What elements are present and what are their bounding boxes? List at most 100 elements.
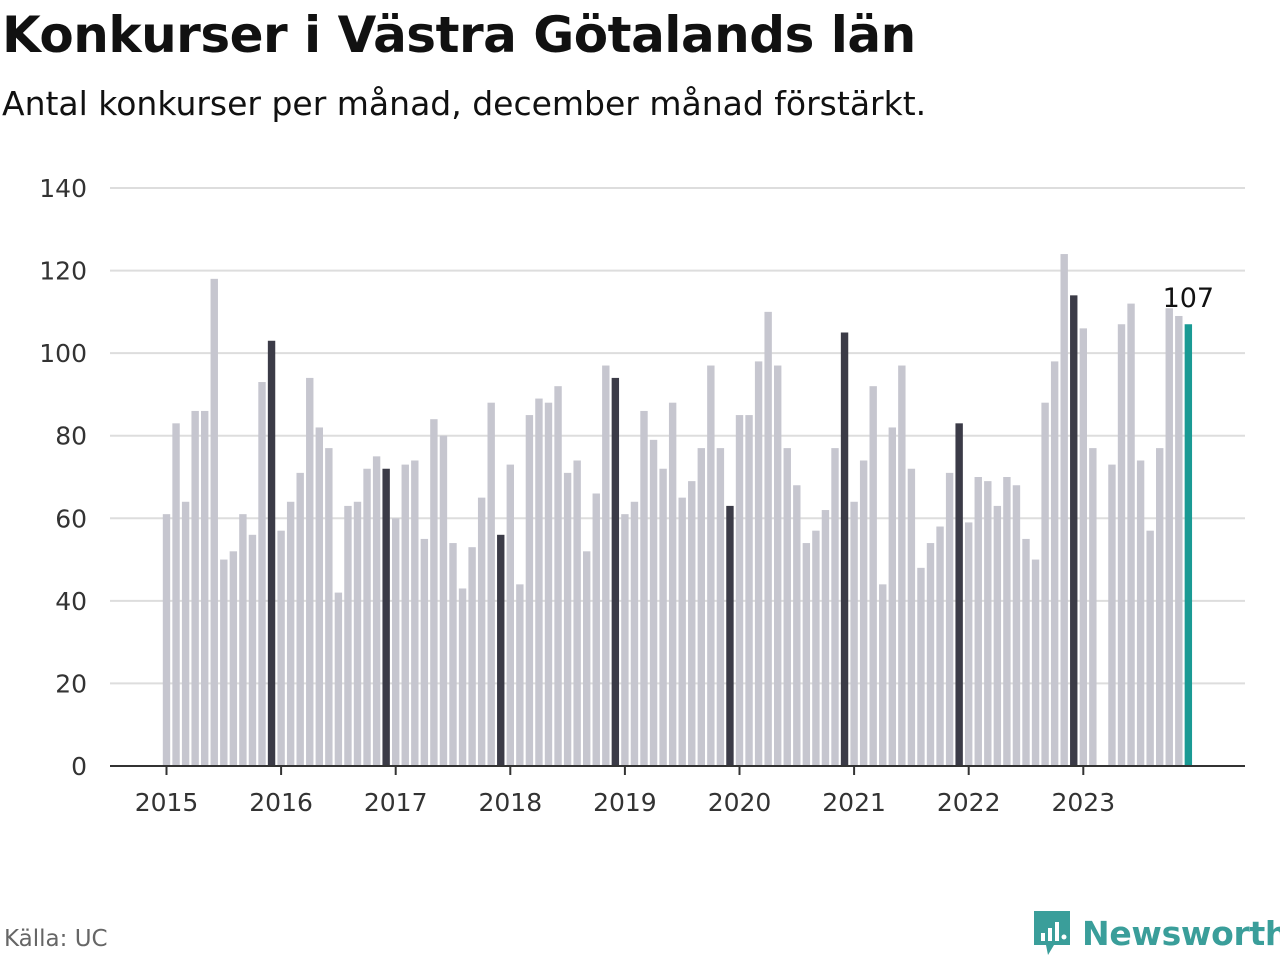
- bar: [1060, 254, 1068, 766]
- bar: [726, 505, 734, 766]
- bar: [583, 551, 591, 766]
- bar: [611, 377, 620, 766]
- bar: [267, 340, 276, 766]
- bar: [640, 410, 648, 766]
- bar: [965, 522, 973, 766]
- bar: [926, 543, 935, 766]
- bar: [869, 386, 877, 766]
- bar: [1156, 448, 1164, 766]
- bar: [888, 427, 896, 766]
- bar: [334, 592, 343, 766]
- bar: [458, 588, 467, 766]
- x-tick-label: 2019: [593, 788, 657, 817]
- bar: [258, 382, 266, 766]
- bar: [1127, 303, 1135, 766]
- bar: [439, 435, 448, 766]
- bar: [181, 501, 190, 766]
- bar: [1003, 477, 1011, 766]
- source-note: Källa: UC: [4, 926, 108, 952]
- bar: [1041, 402, 1049, 766]
- data-labels: 107: [1158, 274, 1219, 314]
- bar: [563, 472, 572, 766]
- bar: [1050, 361, 1059, 766]
- bar: [525, 415, 534, 766]
- bar: [745, 415, 753, 766]
- bar: [535, 398, 543, 766]
- bar: [306, 377, 314, 766]
- brand-logo: Newsworthy: [1032, 908, 1280, 958]
- bar: [554, 386, 562, 766]
- bar: [296, 472, 304, 766]
- brand-name: Newsworthy: [1082, 913, 1280, 953]
- bar: [201, 410, 209, 766]
- bar: [430, 419, 438, 766]
- bar: [344, 505, 352, 766]
- bar: [774, 365, 782, 766]
- bar: [707, 365, 715, 766]
- bar: [191, 410, 199, 766]
- bar: [697, 448, 705, 766]
- bar: [477, 497, 486, 766]
- bar: [1184, 324, 1193, 766]
- bar: [392, 518, 400, 766]
- bar: [993, 505, 1002, 766]
- bar: [1117, 324, 1126, 766]
- bar: [668, 402, 677, 766]
- bar: [812, 530, 820, 766]
- x-axis-ticks: 2015 2016 2017 2018 2019 2020 2021 2022 2023: [135, 766, 1115, 817]
- bar: [850, 501, 858, 766]
- bar: [1079, 328, 1087, 766]
- y-tick-label: 20: [55, 669, 87, 698]
- bar: [945, 472, 954, 766]
- bar: [793, 485, 801, 766]
- y-tick-label: 120: [39, 257, 87, 286]
- bar: [592, 493, 600, 766]
- bar: [831, 448, 839, 766]
- bar: [372, 456, 381, 766]
- chart-logo-icon: [1034, 911, 1070, 955]
- x-tick-label: 2021: [822, 788, 886, 817]
- x-tick-label: 2022: [937, 788, 1001, 817]
- bar: [363, 468, 371, 766]
- bar: [286, 501, 295, 766]
- x-tick-label: 2018: [478, 788, 542, 817]
- y-tick-label: 0: [71, 752, 87, 781]
- x-tick-label: 2016: [249, 788, 313, 817]
- bar: [907, 468, 916, 766]
- bar: [688, 481, 696, 766]
- y-tick-label: 80: [55, 422, 87, 451]
- bar: [821, 510, 830, 766]
- bar: [621, 514, 629, 766]
- bar: [573, 460, 581, 766]
- bar: [401, 464, 409, 766]
- bar: [974, 477, 982, 766]
- bar: [449, 543, 457, 766]
- bar: [917, 567, 925, 766]
- bar: [716, 448, 725, 766]
- bar: [325, 448, 333, 766]
- bar: [239, 514, 247, 766]
- bar: [210, 278, 218, 766]
- bar: [984, 481, 992, 766]
- bar: [1012, 485, 1021, 766]
- bar: [220, 559, 228, 766]
- bar: [411, 460, 419, 766]
- bar: [1165, 307, 1173, 766]
- x-tick-label: 2015: [135, 788, 199, 817]
- bar: [1022, 538, 1030, 766]
- x-tick-label: 2023: [1051, 788, 1115, 817]
- bar: [172, 423, 180, 766]
- bar: [315, 427, 323, 766]
- y-axis-ticks: 0 20 40 60 80 100 120 140: [39, 174, 87, 781]
- bar: [277, 530, 285, 766]
- x-tick-label: 2020: [708, 788, 772, 817]
- bar: [229, 551, 238, 766]
- y-tick-label: 100: [39, 339, 87, 368]
- latest-label-background: [1158, 274, 1219, 309]
- bar: [487, 402, 495, 766]
- bar: [506, 464, 514, 766]
- bar: [630, 501, 639, 766]
- bar: [497, 534, 505, 766]
- bar: [1089, 448, 1097, 766]
- bar: [764, 311, 772, 766]
